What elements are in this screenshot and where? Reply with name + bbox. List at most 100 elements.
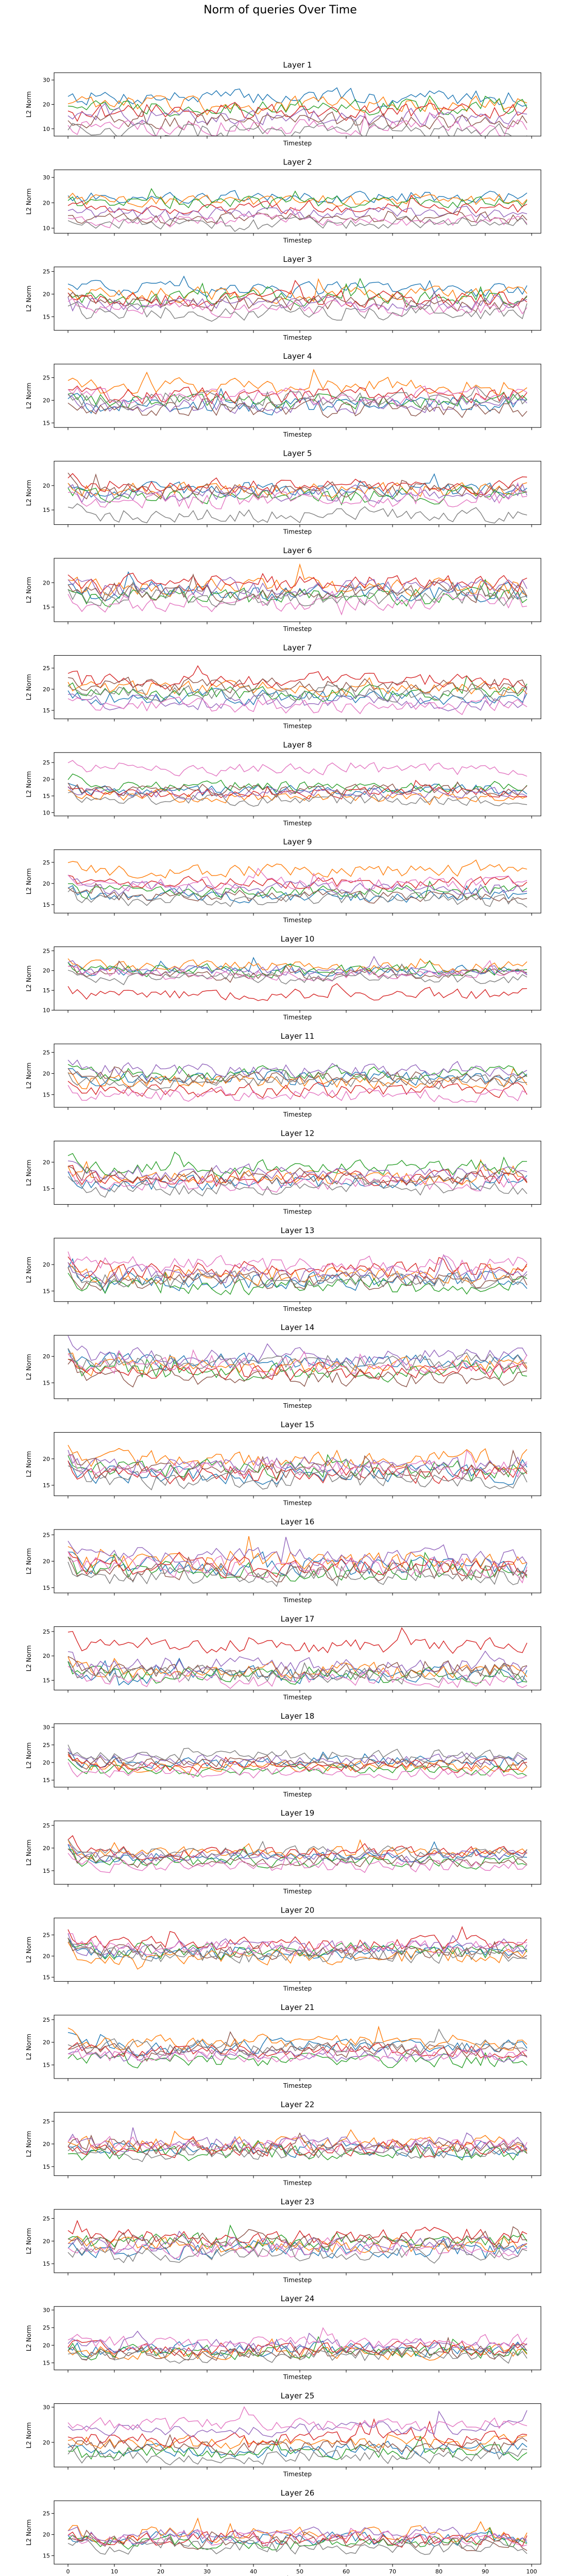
series-line bbox=[67, 789, 528, 806]
axes-frame bbox=[54, 1723, 541, 1788]
x-axis-label: Timestep bbox=[283, 1888, 312, 1895]
series-line bbox=[67, 1755, 528, 1775]
series-line bbox=[67, 1256, 528, 1279]
series-line bbox=[67, 2527, 528, 2551]
series-line bbox=[67, 963, 528, 986]
x-tick-label: 80 bbox=[435, 2568, 443, 2575]
subplot-layer-25: Layer 25 20 30 Timestep L2 Norm bbox=[25, 2391, 541, 2478]
series-line bbox=[67, 696, 528, 716]
y-tick-label: 15 bbox=[43, 987, 50, 994]
subplot-title: Layer 14 bbox=[281, 1323, 315, 1332]
subplot-title: Layer 19 bbox=[281, 1808, 315, 1818]
subplot-title: Layer 20 bbox=[281, 1906, 315, 1915]
series-line bbox=[67, 215, 528, 232]
y-tick-label: 15 bbox=[43, 604, 50, 611]
y-tick-label: 20 bbox=[43, 776, 50, 783]
axes-frame bbox=[54, 655, 541, 719]
y-axis-label: L2 Norm bbox=[25, 674, 32, 700]
x-axis-label: Timestep bbox=[283, 820, 312, 827]
series-line bbox=[67, 1941, 528, 1964]
subplot-layer-23: Layer 23 15 20 25 Timestep L2 Norm bbox=[25, 2197, 541, 2284]
series-line bbox=[67, 111, 528, 136]
series-line bbox=[67, 676, 528, 694]
subplot-title: Layer 16 bbox=[281, 1517, 315, 1526]
subplot-layer-11: Layer 11 15 20 25 Timestep L2 Norm bbox=[25, 1032, 541, 1118]
series-line bbox=[67, 1165, 528, 1187]
series-line bbox=[67, 2434, 528, 2455]
series-line bbox=[67, 1085, 528, 1103]
series-group bbox=[67, 2025, 528, 2069]
series-line bbox=[67, 875, 528, 891]
subplot-layer-22: Layer 22 15 20 25 Timestep L2 Norm bbox=[25, 2100, 541, 2186]
y-tick-label: 20 bbox=[43, 2141, 50, 2148]
series-line bbox=[67, 275, 528, 298]
series-line bbox=[67, 1172, 528, 1198]
x-axis-label: Timestep bbox=[283, 1208, 312, 1215]
y-tick-label: 25 bbox=[43, 1049, 50, 1056]
series-line bbox=[67, 87, 528, 108]
y-tick-label: 15 bbox=[43, 1482, 50, 1489]
y-axis-label: L2 Norm bbox=[25, 1354, 32, 1380]
y-axis-label: L2 Norm bbox=[25, 577, 32, 603]
y-tick-label: 25 bbox=[43, 1932, 50, 1938]
series-line bbox=[67, 2418, 528, 2448]
axes-frame bbox=[54, 849, 541, 913]
y-tick-label: 20 bbox=[43, 2039, 50, 2046]
x-axis-label: Timestep bbox=[283, 431, 312, 438]
series-line bbox=[68, 880, 528, 900]
y-tick-label: 15 bbox=[43, 1777, 50, 1784]
x-axis-label: Timestep bbox=[283, 722, 312, 729]
y-tick-label: 20 bbox=[43, 968, 50, 974]
subplot-layer-5: Layer 5 15 20 Timestep L2 Norm bbox=[25, 449, 541, 536]
y-tick-label: 20 bbox=[43, 1845, 50, 1852]
x-axis-label: Timestep bbox=[283, 1597, 312, 1604]
series-line bbox=[67, 1754, 528, 1773]
series-line bbox=[67, 109, 528, 130]
subplot-title: Layer 18 bbox=[281, 1711, 315, 1721]
y-tick-label: 25 bbox=[43, 1532, 50, 1538]
y-tick-label: 15 bbox=[43, 1288, 50, 1294]
subplot-layer-20: Layer 20 15 20 25 Timestep L2 Norm bbox=[25, 1906, 541, 1992]
subplot-layer-19: Layer 19 15 20 25 Timestep L2 Norm bbox=[25, 1808, 541, 1895]
series-line bbox=[67, 786, 528, 800]
subplot-title: Layer 13 bbox=[281, 1226, 315, 1235]
series-line bbox=[67, 369, 528, 396]
subplot-title: Layer 11 bbox=[281, 1032, 315, 1041]
axes-frame bbox=[54, 558, 541, 622]
series-line bbox=[67, 1266, 528, 1289]
subplot-layer-24: Layer 24 15 20 25 30 Timestep L2 Norm bbox=[25, 2294, 541, 2381]
series-line bbox=[67, 503, 528, 524]
y-axis-label: L2 Norm bbox=[25, 1839, 32, 1866]
series-line bbox=[67, 1552, 528, 1582]
series-line bbox=[67, 188, 528, 210]
y-axis-label: L2 Norm bbox=[25, 966, 32, 992]
axes-frame bbox=[54, 1626, 541, 1690]
series-line bbox=[67, 1160, 528, 1183]
series-line bbox=[67, 2220, 528, 2246]
y-tick-label: 30 bbox=[43, 2307, 50, 2314]
series-line bbox=[67, 2339, 528, 2356]
series-line bbox=[67, 1744, 528, 1765]
y-tick-label: 30 bbox=[43, 1724, 50, 1731]
series-line bbox=[67, 781, 528, 798]
x-axis-label: Timestep bbox=[283, 1111, 312, 1118]
x-tick-label: 30 bbox=[203, 2568, 211, 2575]
y-axis-label: L2 Norm bbox=[25, 1159, 32, 1186]
y-tick-label: 25 bbox=[43, 665, 50, 672]
series-line bbox=[67, 1465, 528, 1491]
series-line bbox=[67, 1335, 528, 1366]
x-tick-label: 0 bbox=[66, 2568, 70, 2575]
y-tick-label: 25 bbox=[43, 375, 50, 381]
series-group bbox=[67, 1251, 528, 1295]
series-line bbox=[67, 1660, 528, 1685]
series-line bbox=[67, 684, 528, 703]
subplot-layer-1: Layer 1 10 20 30 Timestep L2 Norm bbox=[25, 60, 541, 147]
series-line bbox=[67, 2145, 528, 2163]
subplot-title: Layer 22 bbox=[281, 2100, 315, 2109]
series-line bbox=[67, 1926, 528, 1952]
subplot-title: Layer 21 bbox=[281, 2003, 315, 2012]
y-axis-label: L2 Norm bbox=[25, 2034, 32, 2060]
y-tick-label: 20 bbox=[43, 1159, 50, 1166]
series-line bbox=[67, 119, 528, 136]
series-line bbox=[67, 576, 528, 599]
